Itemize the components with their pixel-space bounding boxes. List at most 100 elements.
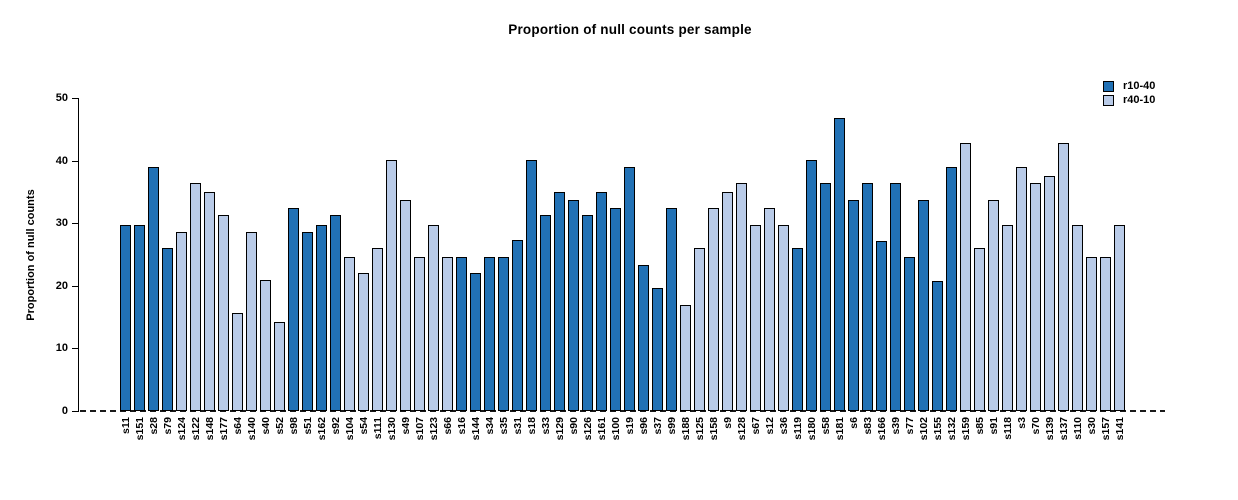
- x-tick-label: s102: [917, 417, 930, 441]
- bar-s140: [246, 232, 257, 411]
- bar-s128: [736, 183, 747, 411]
- x-tick-label: s111: [371, 417, 384, 440]
- x-tick-label: s129: [553, 417, 566, 441]
- bar-s148: [204, 192, 215, 411]
- bar-s188: [680, 305, 691, 411]
- x-tick-label: s151: [133, 417, 146, 441]
- bar-s9: [722, 192, 733, 411]
- x-tick-label: s12: [763, 417, 776, 435]
- y-axis-tick: [72, 285, 78, 287]
- y-axis-tick: [72, 98, 78, 100]
- bar-s83: [862, 183, 873, 411]
- bar-s92: [330, 215, 341, 411]
- x-tick-label: s122: [189, 417, 202, 441]
- y-axis-tick: [72, 223, 78, 225]
- bar-s79: [162, 248, 173, 411]
- x-tick-label: s139: [1043, 417, 1056, 441]
- bar-s77: [904, 257, 915, 411]
- x-tick-label: s110: [1071, 417, 1084, 440]
- x-tick-label: s91: [987, 417, 1000, 435]
- x-tick-label: s123: [427, 417, 440, 441]
- bar-s64: [232, 312, 243, 411]
- bar-s177: [218, 215, 229, 411]
- bar-s157: [1100, 257, 1111, 411]
- bar-s126: [582, 215, 593, 411]
- x-tick-label: s18: [525, 417, 538, 435]
- bar-s118: [1002, 224, 1013, 411]
- x-tick-label: s35: [497, 417, 510, 435]
- bar-s36: [778, 224, 789, 411]
- x-tick-label: s83: [861, 417, 874, 435]
- bar-s129: [554, 192, 565, 411]
- x-tick-label: s37: [651, 417, 664, 435]
- x-tick-label: s92: [329, 417, 342, 435]
- bar-s107: [414, 257, 425, 411]
- x-tick-label: s107: [413, 417, 426, 441]
- x-tick-label: s67: [749, 417, 762, 435]
- x-tick-label: s98: [287, 417, 300, 435]
- bar-s34: [484, 257, 495, 411]
- bar-s181: [834, 118, 845, 411]
- legend-label: r10-40: [1123, 79, 1156, 92]
- y-axis-title: Proportion of null counts: [25, 189, 37, 321]
- x-tick-label: s66: [441, 417, 454, 435]
- bar-s125: [694, 248, 705, 411]
- legend-label: r40-10: [1123, 93, 1156, 106]
- bar-s139: [1044, 175, 1055, 411]
- y-axis-tick: [72, 411, 78, 412]
- bar-s144: [470, 272, 481, 411]
- x-tick-label: s28: [147, 417, 160, 435]
- x-tick-label: s99: [665, 417, 678, 435]
- x-tick-label: s104: [343, 417, 356, 441]
- x-tick-label: s158: [707, 417, 720, 441]
- x-tick-label: s144: [469, 417, 482, 441]
- bar-s159: [960, 143, 971, 411]
- y-axis-tick-label: 30: [55, 217, 68, 230]
- x-tick-label: s30: [1085, 417, 1098, 435]
- bar-s137: [1058, 143, 1069, 411]
- bar-s104: [344, 257, 355, 411]
- x-tick-label: s3: [1015, 417, 1028, 429]
- x-tick-label: s11: [119, 417, 132, 434]
- x-tick-label: s118: [1001, 417, 1014, 440]
- bar-s70: [1030, 183, 1041, 411]
- bar-s3: [1016, 167, 1027, 411]
- x-tick-label: s126: [581, 417, 594, 441]
- y-axis-tick-label: 10: [55, 342, 68, 355]
- x-tick-label: s119: [791, 417, 804, 440]
- bar-s180: [806, 159, 817, 411]
- y-axis-line: [78, 98, 79, 412]
- y-axis-tick: [72, 160, 78, 162]
- bar-s28: [148, 167, 159, 411]
- legend-item: r40-10: [1103, 93, 1155, 107]
- bar-s124: [176, 232, 187, 411]
- bar-s67: [750, 224, 761, 411]
- x-tick-label: s54: [357, 417, 370, 435]
- bar-s49: [400, 199, 411, 411]
- x-tick-label: s181: [833, 417, 846, 441]
- x-tick-label: s6: [847, 417, 860, 429]
- bar-s166: [876, 240, 887, 411]
- x-tick-label: s162: [315, 417, 328, 441]
- x-tick-label: s132: [945, 417, 958, 441]
- bar-s54: [358, 272, 369, 411]
- legend: r10-40 r40-10: [1103, 79, 1155, 107]
- bar-s39: [890, 183, 901, 411]
- bar-s30: [1086, 257, 1097, 411]
- x-tick-label: s52: [273, 417, 286, 435]
- chart-title: Proportion of null counts per sample: [508, 22, 752, 37]
- y-axis-tick-label: 0: [61, 405, 68, 417]
- bar-s122: [190, 183, 201, 411]
- bar-s12: [764, 207, 775, 411]
- bar-s66: [442, 257, 453, 411]
- x-tick-label: s148: [203, 417, 216, 441]
- x-tick-label: s58: [819, 417, 832, 435]
- x-tick-label: s51: [301, 417, 314, 435]
- legend-swatch-r10-40: [1103, 80, 1114, 92]
- bar-s141: [1114, 224, 1125, 411]
- x-tick-label: s34: [483, 417, 496, 435]
- x-tick-label: s64: [231, 417, 244, 435]
- x-tick-label: s90: [567, 417, 580, 435]
- bar-s91: [988, 199, 999, 411]
- bar-s58: [820, 183, 831, 411]
